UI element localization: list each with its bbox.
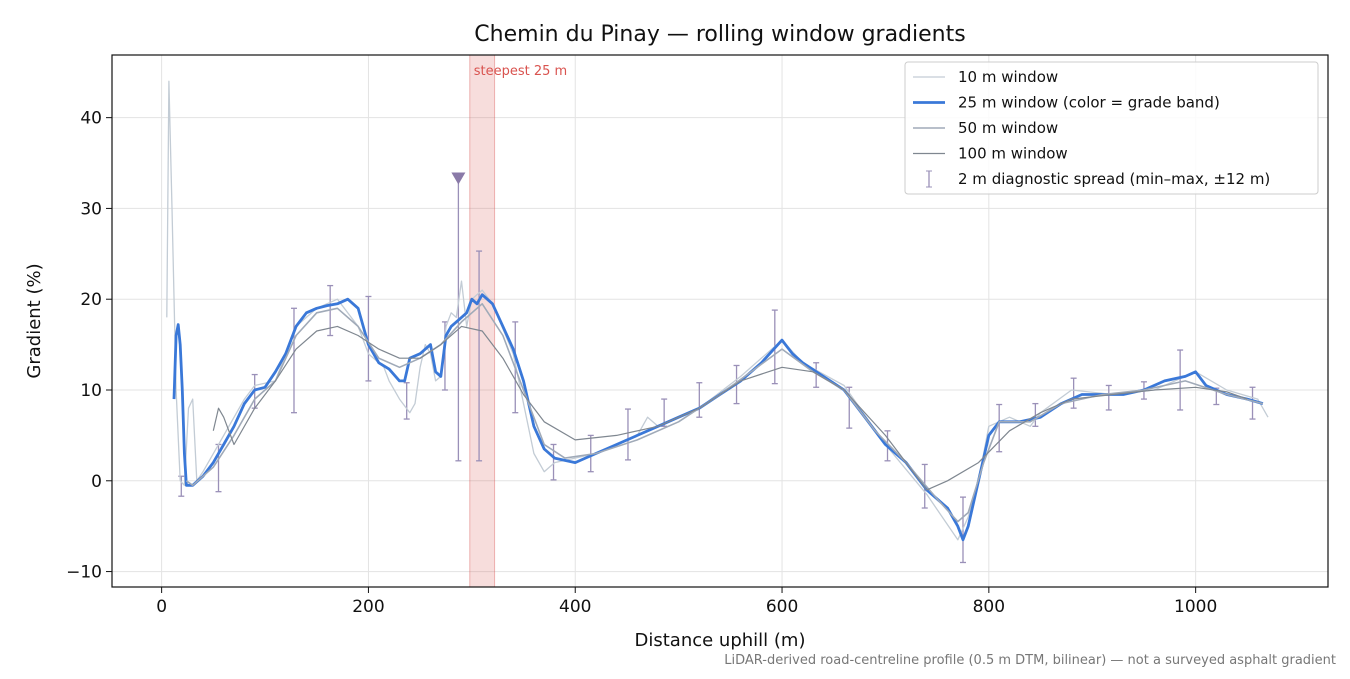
x-tick-label: 1000 bbox=[1174, 597, 1217, 617]
series-line bbox=[185, 303, 1264, 523]
legend-label: 50 m window bbox=[958, 119, 1058, 137]
error-bar bbox=[996, 403, 1003, 453]
error-bar bbox=[624, 408, 631, 461]
y-tick-label: 20 bbox=[80, 290, 102, 310]
x-tick-label: 400 bbox=[559, 597, 591, 617]
legend-label: 25 m window (color = grade band) bbox=[958, 94, 1220, 112]
legend-box bbox=[904, 61, 1319, 195]
error-bar bbox=[178, 475, 185, 497]
y-axis-label: Gradient (%) bbox=[24, 263, 45, 378]
error-bar bbox=[1105, 384, 1112, 411]
error-bar bbox=[1032, 402, 1039, 427]
x-tick-label: 0 bbox=[156, 597, 167, 617]
y-tick-label: 0 bbox=[91, 472, 102, 492]
highlight-band bbox=[469, 54, 496, 588]
y-tick-label: 40 bbox=[80, 109, 102, 129]
error-bar bbox=[846, 386, 853, 429]
error-bar bbox=[696, 382, 703, 418]
error-bar bbox=[813, 362, 820, 388]
error-bar bbox=[1177, 349, 1184, 411]
x-tick-label: 800 bbox=[973, 597, 1005, 617]
highlight-label: steepest 25 m bbox=[474, 64, 567, 79]
footnote: LiDAR-derived road-centreline profile (0… bbox=[724, 653, 1336, 668]
plot-frame bbox=[111, 54, 1329, 588]
x-tick-label: 600 bbox=[766, 597, 798, 617]
error-bar bbox=[365, 295, 372, 382]
legend-label: 2 m diagnostic spread (min–max, ±12 m) bbox=[958, 170, 1270, 188]
chart-title: Chemin du Pinay — rolling window gradien… bbox=[474, 22, 965, 47]
error-bar bbox=[1249, 386, 1256, 420]
y-tick-label: 10 bbox=[80, 381, 102, 401]
error-bar bbox=[476, 250, 483, 462]
legend-label: 100 m window bbox=[958, 145, 1068, 163]
error-bar bbox=[403, 382, 410, 420]
error-bar bbox=[661, 398, 668, 427]
x-tick-label: 200 bbox=[352, 597, 384, 617]
x-axis-label: Distance uphill (m) bbox=[635, 630, 806, 651]
y-tick-label: −10 bbox=[66, 563, 102, 583]
y-tick-label: 30 bbox=[80, 199, 102, 219]
error-bar bbox=[290, 307, 297, 414]
series-line bbox=[172, 293, 1264, 542]
legend-label: 10 m window bbox=[958, 68, 1058, 86]
series-line bbox=[212, 325, 1248, 491]
error-bar bbox=[1070, 377, 1077, 409]
peak-marker bbox=[451, 172, 466, 185]
